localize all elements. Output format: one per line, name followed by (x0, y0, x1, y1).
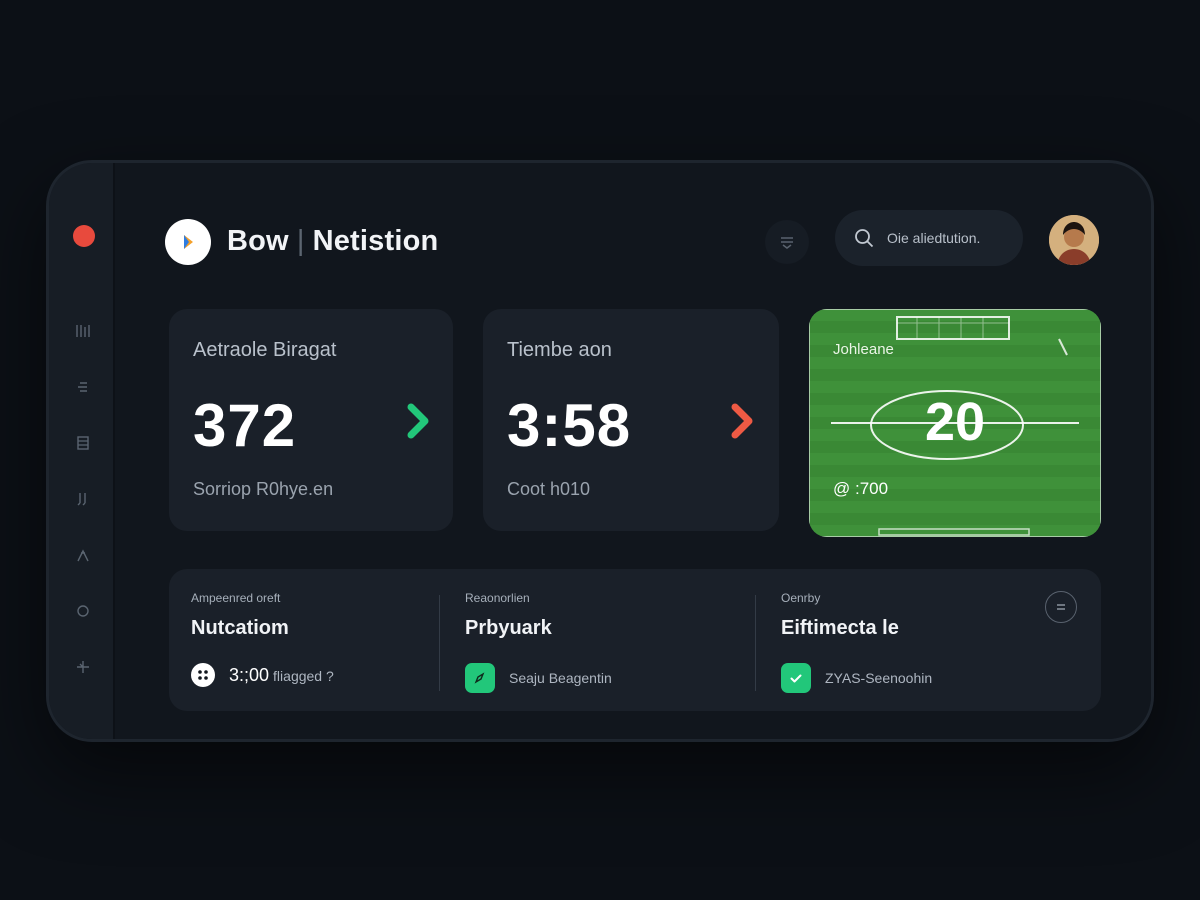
card-subtext: Sorriop R0hye.en (193, 479, 334, 499)
info-row[interactable]: Seaju Beagentin (465, 663, 612, 693)
info-value: Eiftimecta le (781, 617, 899, 639)
circle-icon[interactable] (69, 597, 97, 625)
pitch-footnote: @ :700 (833, 479, 889, 498)
info-key: Reaonorlien (465, 591, 530, 605)
person-icon[interactable] (69, 541, 97, 569)
info-row-text: 3:;00 fliagged ? (229, 665, 334, 686)
music-icon[interactable] (69, 485, 97, 513)
info-row-label: fliagged ? (273, 667, 334, 684)
main-screen: Bow | Netistion Oie aliedtution. (115, 163, 1151, 739)
chevron-right-icon[interactable] (725, 401, 761, 441)
info-value: Prbyuark (465, 617, 552, 639)
more-icon (1057, 604, 1065, 610)
pitch-card[interactable]: Johleane 20 @ :700 (809, 309, 1101, 537)
stat-card-time[interactable]: Tiembe aon 3:58 Coot h010 (483, 309, 779, 531)
pitch-label: Johleane (833, 341, 894, 358)
card-value: 3:58 (507, 392, 632, 459)
info-key: Oenrby (781, 591, 821, 605)
pitch-graphic (809, 309, 1101, 537)
info-row-value: 3:;00 (229, 664, 270, 685)
search-icon (855, 229, 874, 248)
more-button[interactable] (1045, 591, 1077, 623)
info-row-label: Seaju Beagentin (509, 670, 612, 686)
menu-button[interactable] (765, 220, 809, 264)
app-logo (165, 219, 211, 265)
title-right: Netistion (312, 225, 439, 257)
card-subtext: Coot h010 (507, 479, 591, 499)
menu-icon (781, 237, 793, 249)
search-placeholder: Oie aliedtution. (887, 230, 981, 246)
sidebar (49, 163, 115, 739)
chevron-right-icon[interactable] (401, 401, 437, 441)
pitch-score: 20 (924, 392, 986, 452)
grid-icon[interactable] (69, 429, 97, 457)
card-label: Aetraole Biragat (193, 339, 337, 361)
card-label: Tiembe aon (507, 339, 612, 361)
edit-icon (465, 663, 495, 693)
status-dot (73, 225, 95, 247)
info-row[interactable]: 3:;00 fliagged ? (191, 663, 334, 687)
info-row[interactable]: ZYAS-Seenoohin (781, 663, 932, 693)
avatar[interactable] (1049, 215, 1099, 265)
clock-icon (191, 663, 215, 687)
info-key: Ampeenred oreft (191, 591, 281, 605)
share-icon[interactable] (69, 653, 97, 681)
divider (439, 595, 440, 691)
app-window: Bow | Netistion Oie aliedtution. (46, 160, 1154, 742)
list-icon[interactable] (69, 373, 97, 401)
title-left: Bow (227, 225, 289, 257)
check-icon (781, 663, 811, 693)
card-value: 372 (193, 392, 297, 459)
info-panel: Ampeenred oreft Nutcatiom 3:;00 fliagged … (169, 569, 1101, 711)
app-title: Bow | Netistion (227, 225, 438, 258)
info-value: Nutcatiom (191, 617, 289, 639)
chart-icon[interactable] (69, 317, 97, 345)
stat-card-primary[interactable]: Aetraole Biragat 372 Sorriop R0hye.en (169, 309, 453, 531)
search-bar[interactable]: Oie aliedtution. (835, 210, 1023, 266)
info-row-label: ZYAS-Seenoohin (825, 670, 933, 686)
divider (755, 595, 756, 691)
title-separator: | (296, 225, 305, 257)
